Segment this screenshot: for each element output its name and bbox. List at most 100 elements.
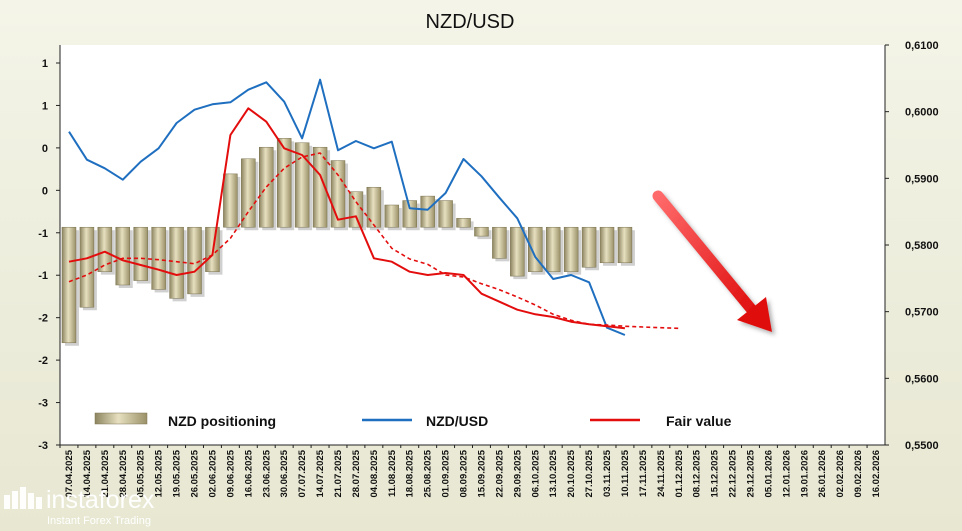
x-tick-label: 23.06.2025 xyxy=(261,449,272,497)
x-tick-label: 16.02.2026 xyxy=(871,450,882,498)
right-tick-label: 0,6100 xyxy=(905,40,939,52)
x-tick-label: 19.05.2025 xyxy=(172,449,183,497)
x-tick-label: 17.11.2025 xyxy=(638,449,649,497)
x-tick-label: 06.10.2025 xyxy=(530,449,541,497)
instaforex-logo: instaforex Instant Forex Trading xyxy=(4,486,155,527)
x-tick-label: 12.01.2026 xyxy=(781,450,792,498)
positioning-bar xyxy=(510,226,525,277)
x-tick-label: 16.06.2025 xyxy=(243,449,254,497)
positioning-bar xyxy=(97,226,113,272)
positioning-bar xyxy=(151,226,166,290)
x-tick-label: 28.04.2025 xyxy=(118,449,129,497)
right-tick-label: 0,5900 xyxy=(905,173,939,185)
x-tick-label: 22.12.2025 xyxy=(728,449,739,497)
x-axis-ticks: 07.04.2025 14.04.2025 21.04.2025 28.04.2025… xyxy=(59,445,882,498)
x-tick-label: 05.01.2026 xyxy=(763,450,774,498)
x-tick-label: 28.07.2025 xyxy=(351,449,362,497)
positioning-bar xyxy=(581,226,597,268)
x-tick-label: 01.09.2025 xyxy=(441,449,452,497)
x-tick-label: 07.04.2025 xyxy=(64,449,75,497)
x-tick-label: 12.05.2025 xyxy=(154,449,165,497)
positioning-bar xyxy=(61,226,77,344)
positioning-bar xyxy=(79,226,95,308)
positioning-bar xyxy=(294,142,310,228)
left-axis-ticks: 1 1 0 0 -1 -1 -2 -2 -3 -3 xyxy=(38,58,60,452)
positioning-bar xyxy=(563,226,579,272)
x-tick-label: 27.10.2025 xyxy=(584,449,595,497)
x-tick-label: 09.06.2025 xyxy=(225,449,236,497)
left-tick-label: -3 xyxy=(38,398,48,410)
positioning-bar xyxy=(366,186,382,228)
x-tick-label: 03.11.2025 xyxy=(602,449,613,497)
positioning-bar xyxy=(259,146,274,228)
legend: NZD positioning NZD/USD Fair value xyxy=(94,412,732,429)
left-tick-label: -1 xyxy=(38,270,48,282)
x-tick-label: 22.09.2025 xyxy=(494,449,505,497)
positioning-bar xyxy=(276,138,292,228)
chart-title: NZD/USD xyxy=(426,11,515,33)
line-fair-value xyxy=(68,107,626,330)
x-tick-label: 15.12.2025 xyxy=(710,449,721,497)
x-tick-label: 08.12.2025 xyxy=(692,449,703,497)
positioning-bar xyxy=(420,195,435,228)
positioning-bar xyxy=(133,226,148,281)
x-tick-label: 26.05.2025 xyxy=(190,449,201,497)
x-tick-label: 15.09.2025 xyxy=(476,449,487,497)
logo-mark-icon xyxy=(4,487,42,509)
x-tick-label: 30.06.2025 xyxy=(279,449,290,497)
positioning-bar xyxy=(169,226,184,299)
x-tick-label: 05.05.2025 xyxy=(136,449,147,497)
positioning-bar xyxy=(456,218,471,228)
x-tick-label: 01.12.2025 xyxy=(674,449,685,497)
x-tick-label: 19.01.2026 xyxy=(799,450,810,498)
left-tick-label: -2 xyxy=(38,313,48,325)
x-tick-label: 20.10.2025 xyxy=(566,449,577,497)
x-tick-label: 18.08.2025 xyxy=(405,449,416,497)
positioning-bar xyxy=(241,158,256,228)
positioning-bar xyxy=(474,226,489,237)
logo-tagline: Instant Forex Trading xyxy=(47,515,151,527)
legend-label-fair-value: Fair value xyxy=(666,413,732,429)
series-lines xyxy=(68,78,679,336)
left-tick-label: 1 xyxy=(42,100,48,112)
positioning-bar xyxy=(545,226,561,272)
x-tick-label: 14.07.2025 xyxy=(315,449,326,497)
right-tick-label: 0,5600 xyxy=(905,373,939,385)
left-tick-label: -1 xyxy=(38,228,48,240)
positioning-bars xyxy=(61,138,635,346)
positioning-bar xyxy=(312,146,328,228)
left-tick-label: 0 xyxy=(42,185,48,197)
x-tick-label: 21.04.2025 xyxy=(100,449,111,497)
x-tick-label: 21.07.2025 xyxy=(333,449,344,497)
x-tick-label: 29.09.2025 xyxy=(512,449,523,497)
right-tick-label: 0,5700 xyxy=(905,307,939,319)
line-fair-value-trend xyxy=(68,152,679,330)
left-tick-label: -2 xyxy=(38,355,48,367)
x-tick-label: 07.07.2025 xyxy=(297,449,308,497)
x-tick-label: 09.02.2026 xyxy=(853,450,864,498)
x-tick-label: 10.11.2025 xyxy=(620,449,631,497)
x-tick-label: 26.01.2026 xyxy=(817,450,828,498)
x-tick-label: 08.09.2025 xyxy=(459,449,470,497)
x-tick-label: 02.02.2026 xyxy=(835,450,846,498)
x-tick-label: 04.08.2025 xyxy=(369,449,380,497)
positioning-bar xyxy=(402,200,417,228)
legend-label-positioning: NZD positioning xyxy=(168,413,276,429)
right-tick-label: 0,6000 xyxy=(905,107,939,119)
x-tick-label: 13.10.2025 xyxy=(548,449,559,497)
left-tick-label: 0 xyxy=(42,143,48,155)
x-tick-label: 02.06.2025 xyxy=(207,449,218,497)
down-arrow-annotation xyxy=(652,190,772,332)
positioning-bar xyxy=(438,200,453,228)
legend-label-nzdusd: NZD/USD xyxy=(426,413,488,429)
positioning-bar xyxy=(348,191,364,228)
left-tick-label: -3 xyxy=(38,440,48,452)
legend-swatch-positioning xyxy=(94,412,148,425)
left-tick-label: 1 xyxy=(42,58,48,70)
right-tick-label: 0,5500 xyxy=(905,440,939,452)
positioning-bar xyxy=(492,226,507,259)
right-axis-ticks: 0,6100 0,6000 0,5900 0,5800 0,5700 0,5600 0,55… xyxy=(885,40,939,452)
x-tick-label: 25.08.2025 xyxy=(423,449,434,497)
positioning-bar xyxy=(528,226,543,272)
